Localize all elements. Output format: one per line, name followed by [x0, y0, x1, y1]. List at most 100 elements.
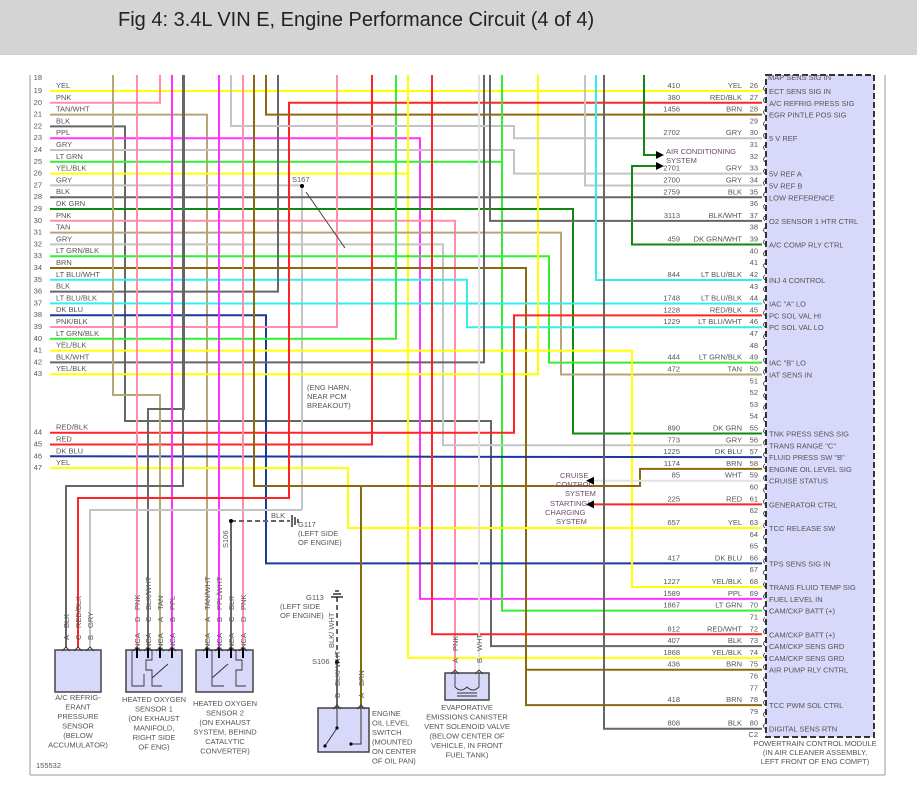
pcm-pin-color: RED/WHT	[707, 624, 742, 633]
row-number: 19	[34, 86, 42, 95]
pcm-pin-color: RED	[726, 494, 742, 503]
wire	[50, 75, 161, 104]
pin-letter: A	[203, 617, 212, 622]
pin-wire-color: BLK/ WHT	[333, 650, 342, 686]
wire	[65, 75, 184, 648]
pin-wire-color: TAN/WHT	[203, 576, 212, 610]
row-number: 32	[34, 239, 42, 248]
pcm-pin-circuit: 472	[667, 364, 680, 373]
pcm-pin-number: 41	[750, 258, 758, 267]
row-wire-color: RED/BLK	[56, 423, 88, 432]
pin-terminal-icon	[214, 646, 224, 652]
row-number: 36	[34, 287, 42, 296]
ac-sensor-label: (BELOW	[63, 731, 94, 740]
pin-nca: NCA	[239, 633, 248, 649]
components	[54, 74, 875, 753]
pcm-pin-color: GRY	[726, 128, 742, 137]
wire	[50, 314, 762, 565]
pcm-pin-function: IAT SENS IN	[769, 370, 812, 379]
pcm-pin-function: CAM/CKP SENS GRD	[769, 642, 845, 651]
wire	[595, 75, 762, 281]
pcm-pin-number: 26	[750, 81, 758, 90]
pin-terminal-icon	[763, 487, 766, 493]
pcm-pin-color: DK GRN/WHT	[694, 235, 743, 244]
pcm-pin-circuit: 410	[667, 81, 680, 90]
wire	[50, 172, 762, 659]
pin-letter: D	[239, 616, 248, 622]
pin-terminal-icon	[763, 510, 766, 517]
pcm-pin-number: 74	[750, 648, 758, 657]
row-wire-color: LT GRN/BLK	[56, 246, 99, 255]
pin-nca: NCA	[227, 633, 236, 649]
pcm-pin-number: 63	[750, 518, 758, 527]
row-wire-color: DK BLU	[56, 446, 83, 455]
pin-terminal-icon	[763, 310, 766, 316]
pcm-pin-number: 76	[750, 672, 758, 681]
row-wire-color: DK GRN	[56, 199, 85, 208]
pin-terminal-icon	[763, 333, 766, 340]
pin-terminal-icon	[226, 646, 236, 652]
pin-terminal-icon	[763, 451, 766, 458]
o2-sensor-2-label: (ON EXHAUST	[199, 718, 251, 727]
pcm-pin-number: 61	[750, 494, 758, 503]
pcm-pin-circuit: 407	[667, 636, 680, 645]
pcm-pin-circuit: 436	[667, 660, 680, 669]
pin-terminal-icon	[763, 191, 766, 198]
row-number: 27	[34, 180, 42, 189]
heater-element-icon	[131, 650, 162, 687]
heater-element-icon	[211, 650, 246, 687]
pcm-pin-color: YEL	[728, 518, 742, 527]
ground-location: OF ENGINE)	[298, 538, 342, 547]
evap-valve-label: FUEL TANK)	[446, 751, 489, 760]
cruise-system-label: CONTROL	[556, 480, 593, 489]
wire	[431, 75, 762, 636]
pin-terminal-icon	[238, 646, 248, 652]
pcm-pin-function: LOW REFERENCE	[769, 193, 834, 202]
pcm-pin-color: DK BLU	[715, 447, 742, 456]
pin-letter: B	[86, 635, 95, 640]
pcm-pin-color: BRN	[726, 695, 742, 704]
row-wire-color: YEL	[56, 81, 70, 90]
row-number: 21	[34, 110, 42, 119]
pin-terminal-icon	[763, 132, 766, 139]
ac-sensor-box	[54, 649, 102, 693]
oil-switch-label: OIL LEVEL	[372, 719, 409, 728]
wire	[50, 75, 338, 328]
row-wire-color: RED	[56, 435, 72, 444]
pin-terminal-icon	[763, 286, 766, 293]
pcm-pin-number: 58	[750, 459, 758, 468]
row-wire-color: BLK	[56, 187, 70, 196]
pcm-pin-circuit: 1589	[663, 589, 680, 598]
pcm-pin-color: GRY	[726, 175, 742, 184]
pcm-pin-number: 45	[750, 305, 758, 314]
pcm-pin-color: YEL	[728, 81, 742, 90]
pcm-pin-color: BLK	[728, 187, 742, 196]
pcm-pin-circuit: 2700	[663, 175, 680, 184]
o2-sensor-1-label: SENSOR 1	[135, 705, 173, 714]
pcm-pin-circuit: 773	[667, 435, 680, 444]
pin-nca: NCA	[203, 633, 212, 649]
row-wire-color: LT GRN/BLK	[56, 329, 99, 338]
wire	[50, 75, 539, 376]
evap-valve-label: (BELOW CENTER OF	[429, 732, 504, 741]
row-wire-color: LT GRN	[56, 152, 83, 161]
pin-letter: A	[156, 617, 165, 622]
wire	[50, 467, 762, 529]
pin-terminal-icon	[763, 85, 766, 92]
ground-label: G117	[298, 520, 316, 529]
pcm-pin-color: DK BLU	[715, 553, 742, 562]
wire	[50, 149, 762, 175]
pcm-pin-function: TPS SENS SIG IN	[769, 559, 831, 568]
pcm-pin-circuit: 85	[672, 471, 680, 480]
pin-terminal-icon	[763, 439, 766, 446]
o2-sensor-1-label: RIGHT SIDE	[133, 733, 176, 742]
pin-letter: B	[475, 658, 484, 663]
pcm-pin-number: 75	[750, 660, 758, 669]
arrow-icon	[586, 500, 594, 509]
wire	[643, 75, 656, 156]
pcm-pin-circuit: 1748	[663, 294, 680, 303]
pin-terminal-icon	[763, 546, 766, 552]
row-number: 47	[34, 463, 42, 472]
pcm-pin-circuit: 380	[667, 93, 680, 102]
